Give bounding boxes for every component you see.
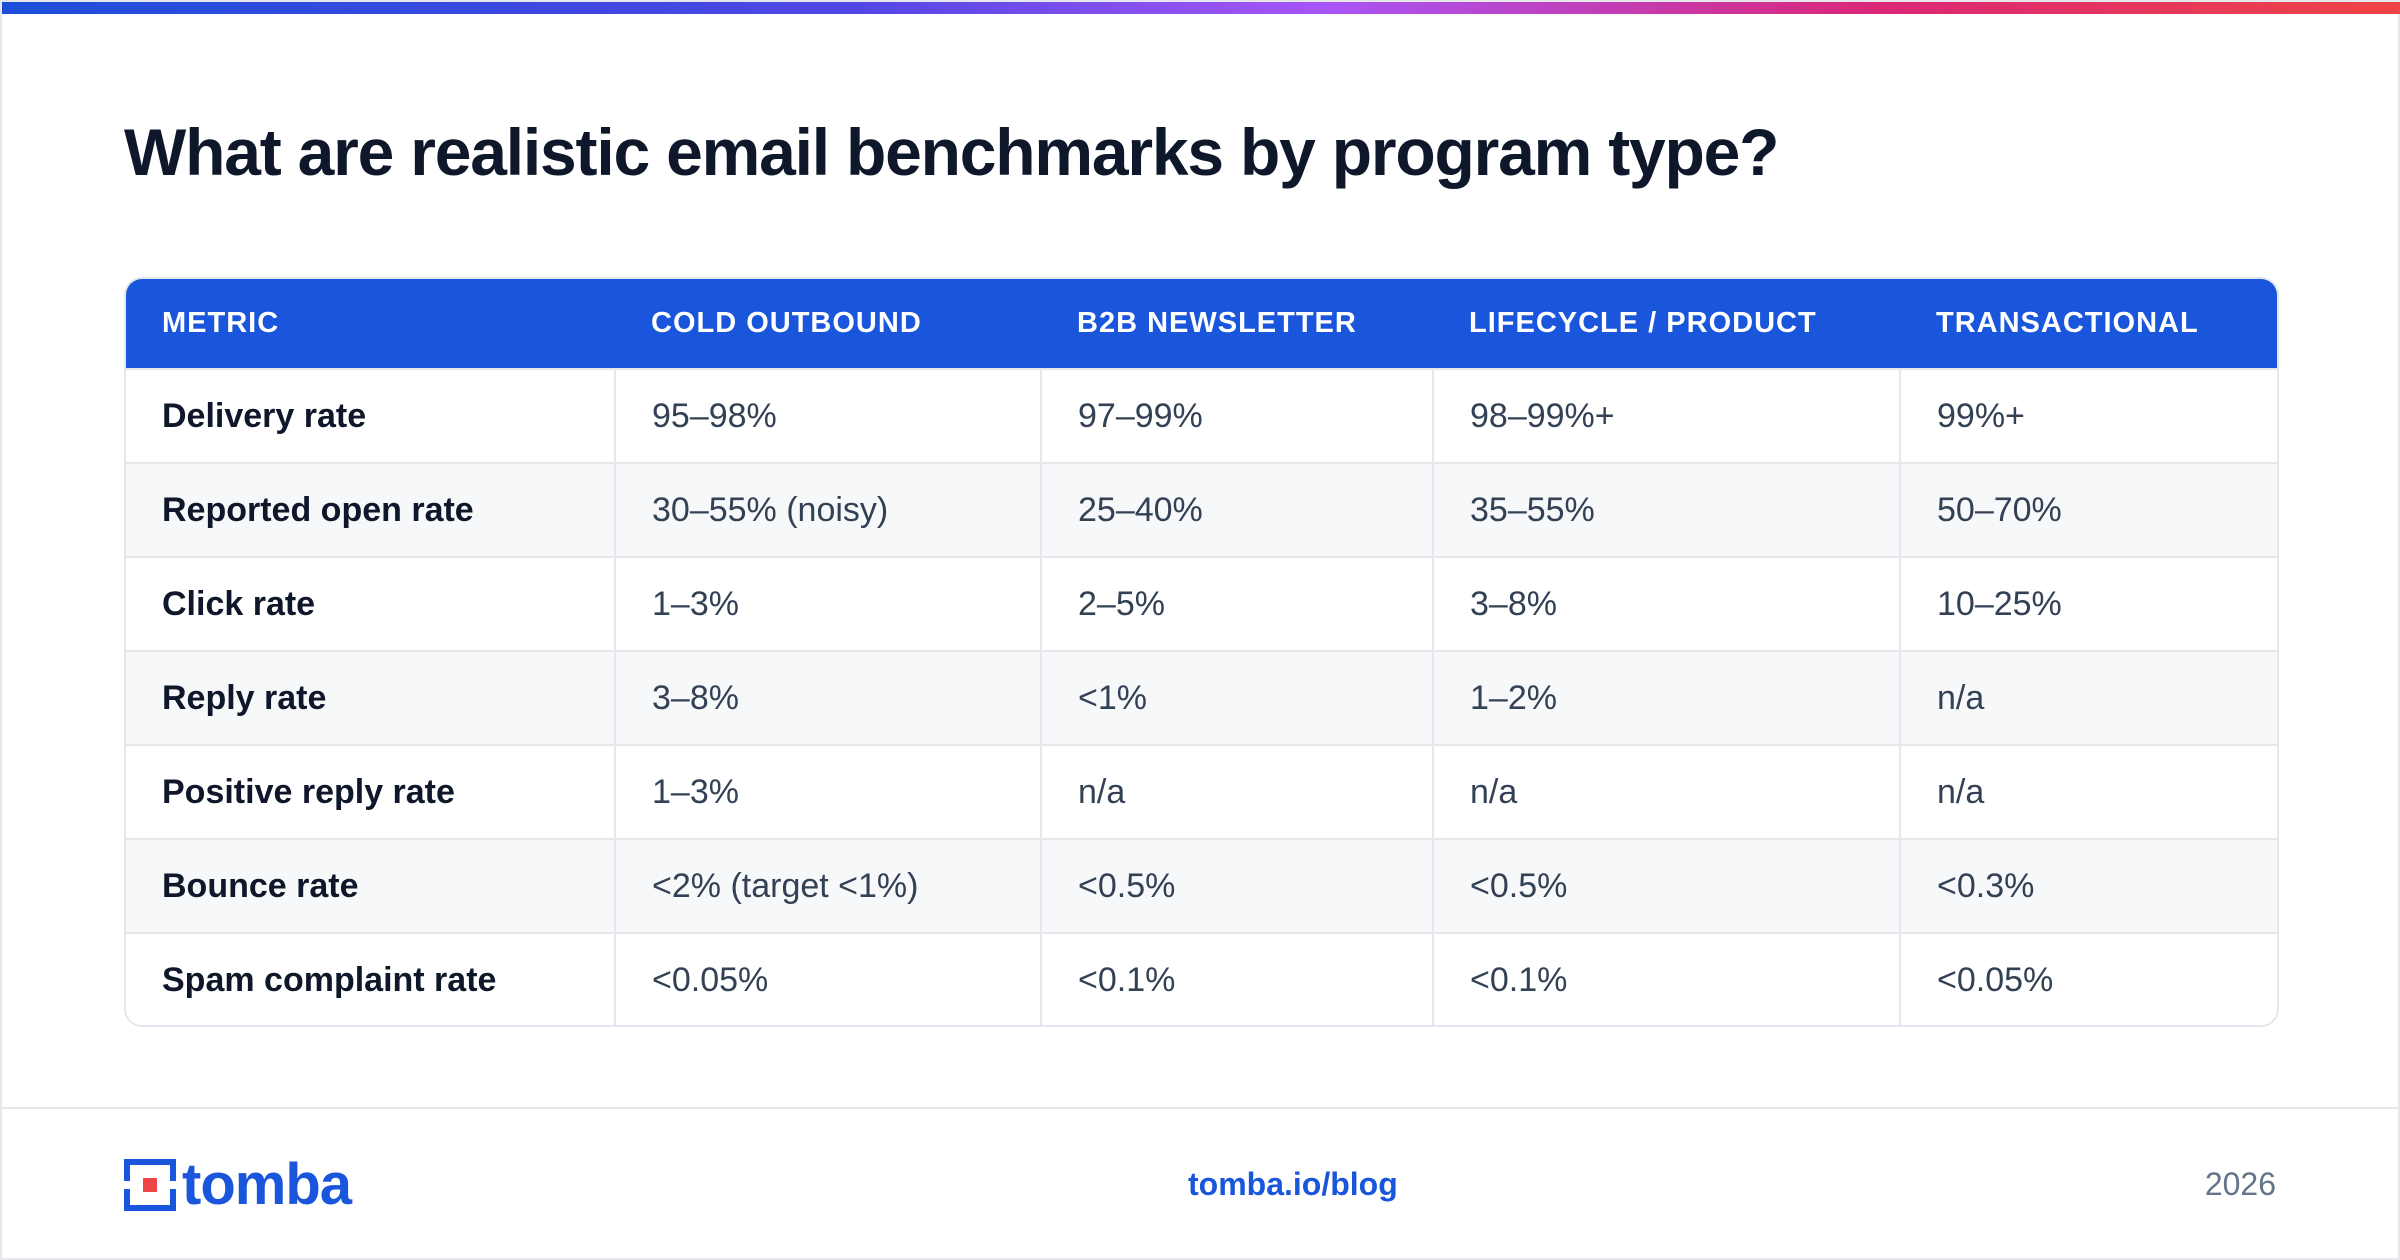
table-cell: 1–3% [614, 557, 1041, 651]
table-cell: 1–3% [614, 745, 1041, 839]
table-cell: n/a [1432, 745, 1900, 839]
row-metric-label: Bounce rate [162, 866, 359, 905]
header-b2b-newsletter: B2B NEWSLETTER [1077, 307, 1357, 339]
table-row: Reported open rate 30–55% (noisy) 25–40%… [126, 463, 2277, 557]
table-cell: 35–55% [1432, 463, 1900, 557]
table-cell: 97–99% [1040, 369, 1433, 463]
table-row: Bounce rate <2% (target <1%) <0.5% <0.5%… [126, 839, 2277, 933]
table-row: Positive reply rate 1–3% n/a n/a n/a [126, 745, 2277, 839]
table-cell: 10–25% [1899, 557, 2277, 651]
table-row: Reply rate 3–8% <1% 1–2% n/a [126, 651, 2277, 745]
table-cell: n/a [1040, 745, 1433, 839]
table-cell: <0.3% [1899, 839, 2277, 933]
table-cell: <2% (target <1%) [614, 839, 1041, 933]
blog-link[interactable]: tomba.io/blog [1188, 1166, 1398, 1202]
gradient-top-bar [2, 2, 2400, 14]
table-cell: 3–8% [1432, 557, 1900, 651]
header-metric: METRIC [162, 307, 280, 339]
table-cell: <0.5% [1040, 839, 1433, 933]
table-cell: n/a [1899, 651, 2277, 745]
row-metric-label: Spam complaint rate [162, 961, 497, 999]
table-cell: 25–40% [1040, 463, 1433, 557]
footer-divider [2, 1107, 2400, 1109]
table-cell: n/a [1899, 745, 2277, 839]
header-lifecycle-product: LIFECYCLE / PRODUCT [1469, 307, 1817, 339]
header-cold-outbound: COLD OUTBOUND [651, 307, 922, 339]
table-cell: <0.5% [1432, 839, 1900, 933]
row-metric-label: Positive reply rate [162, 772, 455, 811]
row-metric-label: Reply rate [162, 678, 327, 717]
row-metric-label: Reported open rate [162, 490, 474, 529]
table-cell: 98–99%+ [1432, 369, 1900, 463]
table-cell: <0.05% [614, 933, 1041, 1025]
table-cell: 30–55% (noisy) [614, 463, 1041, 557]
tomba-logo-icon [124, 1159, 176, 1211]
benchmarks-table-card: METRIC COLD OUTBOUND B2B NEWSLETTER LIFE… [124, 277, 2279, 1027]
footer-year: 2026 [2204, 1166, 2276, 1202]
table-cell: 95–98% [614, 369, 1041, 463]
table-cell: 1–2% [1432, 651, 1900, 745]
table-row: Spam complaint rate <0.05% <0.1% <0.1% <… [126, 933, 2277, 1025]
table-header-row: METRIC COLD OUTBOUND B2B NEWSLETTER LIFE… [126, 279, 2277, 369]
row-metric-label: Delivery rate [162, 396, 367, 435]
header-transactional: TRANSACTIONAL [1936, 307, 2199, 339]
tomba-logo-text: tomba [182, 1152, 352, 1217]
table-cell: <0.05% [1899, 933, 2277, 1025]
table-cell: <1% [1040, 651, 1433, 745]
table-row: Click rate 1–3% 2–5% 3–8% 10–25% [126, 557, 2277, 651]
table-cell: 2–5% [1040, 557, 1433, 651]
tomba-logo: tomba [124, 1152, 352, 1217]
table-cell: <0.1% [1040, 933, 1433, 1025]
benchmarks-table: METRIC COLD OUTBOUND B2B NEWSLETTER LIFE… [126, 279, 2277, 1025]
table-cell: 99%+ [1899, 369, 2277, 463]
page-title: What are realistic email benchmarks by p… [124, 115, 1779, 189]
table-cell: <0.1% [1432, 933, 1900, 1025]
table-cell: 3–8% [614, 651, 1041, 745]
table-row: Delivery rate 95–98% 97–99% 98–99%+ 99%+ [126, 369, 2277, 463]
row-metric-label: Click rate [162, 584, 316, 623]
table-cell: 50–70% [1899, 463, 2277, 557]
